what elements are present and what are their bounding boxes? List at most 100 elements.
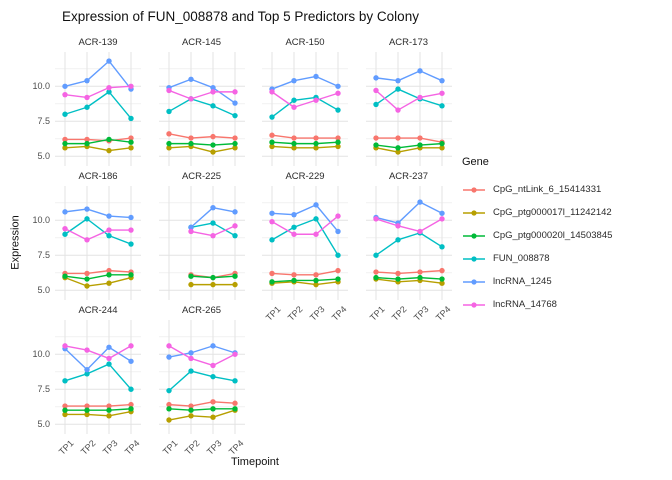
- data-point-FUN_008878: [438, 244, 445, 250]
- facet-label-ACR-150: ACR-150: [285, 37, 325, 48]
- data-point-CpG_ptg000020l_14503845: [165, 140, 172, 147]
- data-point-FUN_008878: [313, 216, 319, 222]
- data-point-lncRNA_1245: [62, 83, 68, 89]
- data-point-lncRNA_14768: [187, 355, 194, 362]
- data-point-FUN_008878: [209, 373, 216, 380]
- data-point-CpG_ntLink_6_15414331: [106, 403, 112, 409]
- series-line-CpG_ptg000017l_11242142: [64, 276, 132, 287]
- data-point-lncRNA_1245: [438, 77, 445, 84]
- data-point-lncRNA_14768: [62, 91, 68, 98]
- data-point-FUN_008878: [84, 104, 90, 110]
- data-point-lncRNA_1245: [209, 84, 216, 91]
- data-point-lncRNA_14768: [209, 232, 216, 239]
- data-point-lncRNA_1245: [335, 228, 341, 235]
- data-point-FUN_008878: [438, 103, 445, 109]
- data-point-CpG_ptg000017l_11242142: [394, 149, 401, 155]
- facet-panel-ACR-173: [365, 52, 452, 166]
- series-line-lncRNA_14768: [64, 228, 131, 241]
- data-point-CpG_ptg000017l_11242142: [291, 145, 297, 151]
- data-point-lncRNA_1245: [106, 213, 112, 219]
- data-point-CpG_ntLink_6_15414331: [62, 403, 68, 409]
- data-point-CpG_ptg000020l_14503845: [394, 145, 401, 151]
- y-tick-label: 10.0: [32, 81, 50, 92]
- data-point-CpG_ptg000020l_14503845: [62, 273, 68, 279]
- data-point-CpG_ptg000020l_14503845: [291, 277, 297, 284]
- series-line-CpG_ptg000020l_14503845: [64, 274, 131, 280]
- data-point-CpG_ptg000017l_11242142: [209, 281, 216, 288]
- data-point-lncRNA_14768: [209, 362, 216, 369]
- series-line-FUN_008878: [168, 370, 235, 392]
- series-line-CpG_ptg000017l_11242142: [375, 147, 442, 153]
- data-point-lncRNA_14768: [106, 227, 112, 233]
- data-point-CpG_ptg000017l_11242142: [187, 413, 194, 419]
- series-line-lncRNA_14768: [375, 218, 442, 233]
- data-point-lncRNA_14768: [372, 87, 379, 94]
- series-line-CpG_ptg000017l_11242142: [375, 278, 442, 284]
- data-point-lncRNA_1245: [165, 354, 172, 360]
- data-point-CpG_ntLink_6_15414331: [335, 135, 341, 141]
- facet-label-ACR-145: ACR-145: [181, 37, 222, 48]
- data-point-CpG_ntLink_6_15414331: [128, 135, 134, 141]
- data-point-CpG_ntLink_6_15414331: [372, 135, 379, 141]
- data-point-FUN_008878: [62, 231, 68, 237]
- x-tick-label: TP4: [123, 438, 143, 457]
- series-line-CpG_ntLink_6_15414331: [65, 403, 132, 407]
- data-point-CpG_ptg000017l_11242142: [231, 281, 238, 288]
- y-tick-label: 7.5: [37, 250, 50, 261]
- data-point-lncRNA_14768: [106, 355, 112, 362]
- data-point-CpG_ptg000017l_11242142: [209, 414, 216, 420]
- data-point-lncRNA_14768: [269, 218, 275, 225]
- data-point-CpG_ptg000017l_11242142: [128, 145, 134, 151]
- y-tick-label: 5.0: [37, 419, 50, 430]
- data-point-lncRNA_14768: [84, 94, 90, 101]
- x-tick-label: TP4: [433, 304, 453, 323]
- series-line-CpG_ptg000020l_14503845: [375, 142, 442, 149]
- data-point-CpG_ptg000017l_11242142: [84, 411, 90, 418]
- data-point-CpG_ptg000017l_11242142: [187, 281, 194, 288]
- data-point-CpG_ptg000020l_14503845: [187, 407, 194, 413]
- legend-item: CpG_ptg000017l_11242142: [462, 201, 612, 224]
- data-point-lncRNA_1245: [106, 58, 112, 64]
- series-line-CpG_ntLink_6_15414331: [65, 137, 132, 142]
- legend-item: CpG_ntLink_6_15414331: [462, 178, 612, 201]
- series-line-CpG_ntLink_6_15414331: [271, 134, 338, 139]
- series-line-FUN_008878: [271, 218, 339, 256]
- data-point-lncRNA_14768: [187, 228, 194, 235]
- data-point-CpG_ntLink_6_15414331: [394, 135, 401, 141]
- series-line-FUN_008878: [168, 98, 235, 117]
- legend-key-icon: [463, 232, 485, 239]
- data-point-CpG_ptg000020l_14503845: [372, 142, 379, 148]
- data-point-CpG_ptg000020l_14503845: [209, 142, 216, 148]
- series-line-lncRNA_14768: [64, 345, 132, 360]
- data-point-CpG_ptg000020l_14503845: [313, 140, 319, 147]
- data-point-CpG_ntLink_6_15414331: [335, 267, 341, 274]
- data-point-CpG_ptg000017l_11242142: [231, 145, 238, 151]
- x-tick-label: TP1: [367, 304, 387, 323]
- data-point-FUN_008878: [291, 97, 297, 103]
- data-point-lncRNA_1245: [209, 343, 216, 349]
- data-point-lncRNA_14768: [231, 223, 238, 229]
- x-tick-label: TP2: [286, 304, 306, 323]
- data-point-CpG_ptg000020l_14503845: [128, 139, 134, 145]
- data-point-CpG_ntLink_6_15414331: [394, 270, 401, 277]
- series-line-CpG_ptg000017l_11242142: [168, 145, 235, 153]
- x-tick-label: TP1: [57, 438, 77, 457]
- series-line-CpG_ptg000020l_14503845: [271, 278, 339, 283]
- data-point-lncRNA_14768: [416, 94, 423, 101]
- series-line-lncRNA_1245: [375, 201, 442, 224]
- data-point-CpG_ptg000020l_14503845: [372, 274, 379, 281]
- series-line-lncRNA_14768: [271, 215, 339, 235]
- data-point-lncRNA_1245: [84, 77, 90, 84]
- legend-key-icon: [463, 209, 485, 216]
- data-point-FUN_008878: [165, 387, 172, 394]
- data-point-lncRNA_14768: [187, 96, 194, 102]
- data-point-FUN_008878: [62, 378, 68, 384]
- y-tick-label: 7.5: [37, 384, 50, 395]
- legend-item: FUN_008878: [462, 247, 612, 270]
- data-point-lncRNA_14768: [128, 343, 134, 349]
- data-point-CpG_ntLink_6_15414331: [128, 401, 134, 408]
- y-tick-label: 5.0: [37, 151, 50, 162]
- legend-item-label: lncRNA_14768: [493, 299, 557, 310]
- series-line-CpG_ptg000020l_14503845: [375, 276, 442, 280]
